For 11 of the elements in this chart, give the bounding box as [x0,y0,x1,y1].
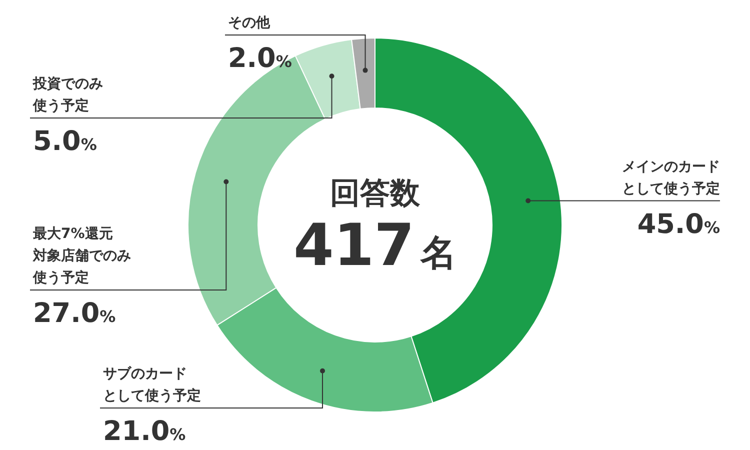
text: 回答数 [330,176,421,211]
data-label: 27.0% [33,298,116,329]
slice-label: その他 [228,15,271,31]
slice-label: サブのカードとして使う予定 [103,365,201,404]
data-label: 2.0% [228,43,292,74]
slice-label: 最大7%還元対象店舗でのみ使う予定 [32,226,131,286]
slice-label: 投資でのみ使う予定 [32,76,103,114]
data-label: 5.0% [33,126,97,157]
data-label: 21.0% [103,416,186,447]
data-label: 45.0% [637,208,720,240]
slice-label: メインのカードとして使う予定 [622,158,720,197]
